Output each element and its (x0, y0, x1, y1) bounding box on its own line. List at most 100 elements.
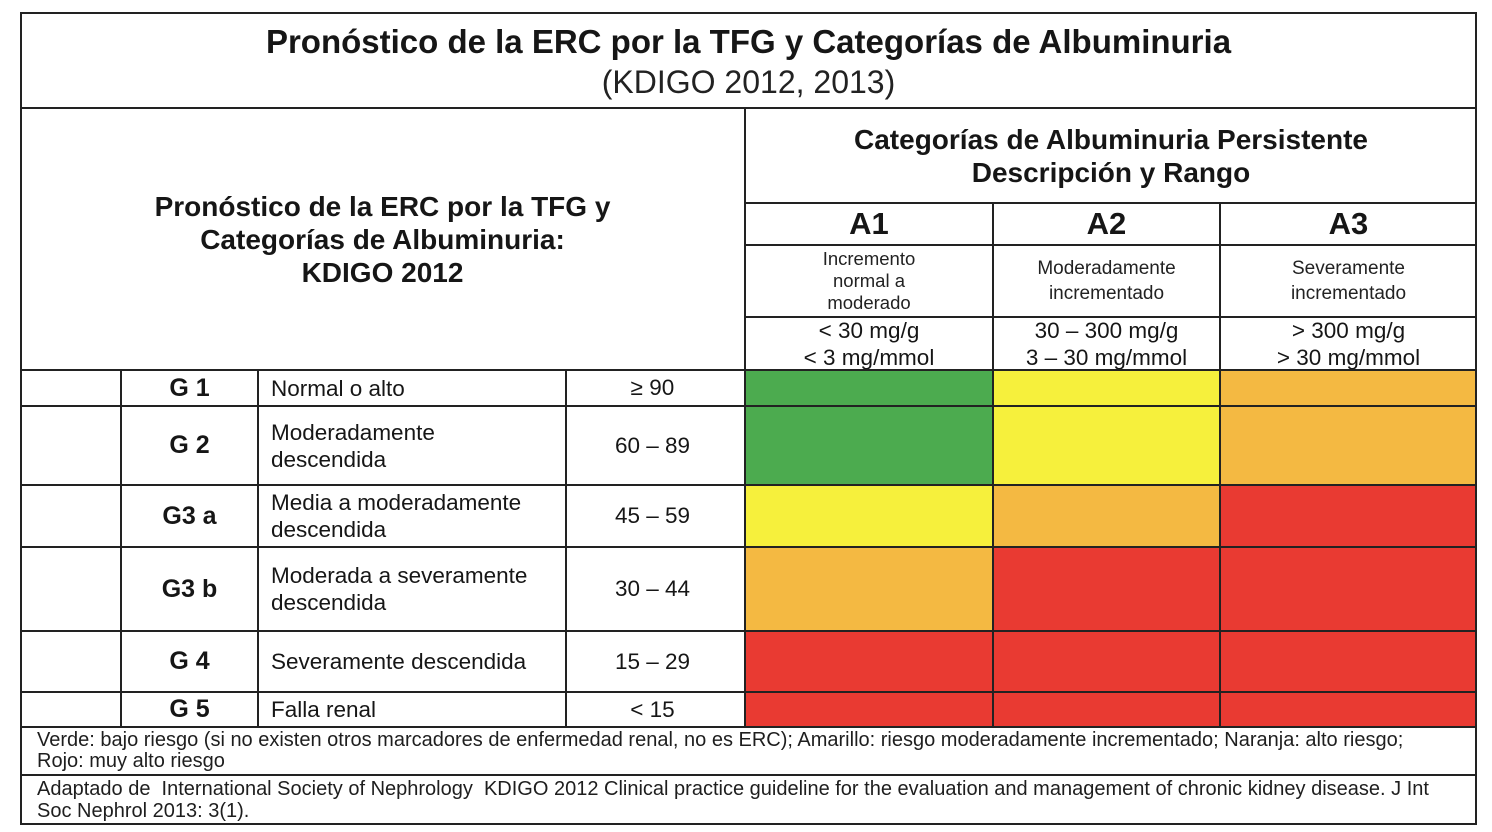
risk-cell-g2-a3 (1220, 406, 1477, 485)
gfr-grade: G 5 (169, 695, 210, 723)
gfr-description: Falla renal (258, 692, 566, 727)
gfr-range: 30 – 44 (614, 576, 691, 601)
risk-cell-g5-a2 (993, 692, 1220, 727)
grid-line (992, 203, 994, 727)
range-line: 3 – 30 mg/mmol (1025, 344, 1188, 370)
gfr-grade: G 4 (169, 647, 210, 675)
gfr-description: Moderadamente descendida (258, 406, 566, 485)
gfr-range: 15 – 29 (614, 648, 691, 674)
description-line: descendida (271, 590, 387, 615)
description-line: Normal o alto (271, 375, 405, 401)
albuminuria-range-a1: < 30 mg/g < 3 mg/mmol (745, 317, 993, 370)
citation-line: Adaptado de International Society of Nep… (37, 778, 1429, 800)
description-line: Moderadamente (1037, 258, 1176, 279)
description-line: descendida (271, 446, 387, 472)
grid-line (20, 726, 1477, 728)
description-line: incrementado (1048, 283, 1165, 304)
description-line: Media a moderadamente (271, 490, 522, 515)
risk-cell-g1-a1 (745, 370, 993, 406)
albuminuria-description-a1: Incremento normal a moderado (745, 245, 993, 317)
risk-cell-g3a-a3 (1220, 485, 1477, 547)
grid-line (1219, 203, 1221, 727)
grid-line (120, 370, 122, 727)
grid-line (20, 691, 1477, 693)
gfr-description: Media a moderadamente descendida (258, 485, 566, 547)
grid-line (565, 370, 567, 727)
grid-line (20, 774, 1477, 776)
grid-line (20, 630, 1477, 632)
grid-line (745, 202, 1477, 204)
risk-cell-g5-a3 (1220, 692, 1477, 727)
table-title: Pronóstico de la ERC por la TFG y Catego… (265, 23, 1232, 60)
grid-line (20, 546, 1477, 548)
description-line: Severamente descendida (271, 649, 527, 674)
description-line: Falla renal (271, 697, 377, 722)
albuminuria-header: Categorías de Albuminuria Persistente De… (745, 108, 1477, 203)
grid-line (20, 405, 1477, 407)
albuminuria-code-a3: A3 (1328, 206, 1369, 241)
gfr-range: < 15 (630, 696, 675, 722)
albuminuria-code-a1: A1 (849, 206, 889, 241)
source-citation: Adaptado de International Society of Nep… (20, 775, 1477, 825)
description-line: Moderadamente (271, 419, 435, 445)
title-block: Pronóstico de la ERC por la TFG y Catego… (20, 12, 1477, 108)
description-line: normal a (833, 270, 905, 291)
albuminuria-header-line: Categorías de Albuminuria Persistente (854, 123, 1368, 155)
risk-cell-g3b-a2 (993, 547, 1220, 631)
grid-line (20, 369, 1477, 371)
grid-line (745, 316, 1477, 318)
legend-line: Rojo: muy alto riesgo (37, 750, 225, 772)
gfr-description: Moderada a severamente descendida (258, 547, 566, 631)
description-line: Severamente (1291, 258, 1405, 279)
gfr-grade: G3 a (162, 501, 217, 530)
description-line: descendida (271, 517, 387, 542)
grid-line (745, 244, 1477, 246)
albuminuria-range-a2: 30 – 300 mg/g 3 – 30 mg/mmol (993, 317, 1220, 370)
prognosis-header-line: Pronóstico de la ERC por la TFG y (154, 190, 611, 222)
gfr-range: ≥ 90 (630, 375, 675, 400)
risk-cell-g3a-a1 (745, 485, 993, 547)
range-line: 30 – 300 mg/g (1034, 317, 1179, 343)
gfr-grade: G 1 (169, 373, 210, 402)
grid-line (20, 107, 1477, 109)
gfr-range: 45 – 59 (614, 503, 691, 528)
albuminuria-description-a3: Severamente incrementado (1220, 245, 1477, 317)
range-line: < 30 mg/g (818, 317, 920, 343)
risk-cell-g1-a2 (993, 370, 1220, 406)
risk-cell-g3a-a2 (993, 485, 1220, 547)
risk-cell-g5-a1 (745, 692, 993, 727)
prognosis-header-line: Categorías de Albuminuria: (200, 223, 565, 255)
range-line: > 300 mg/g (1291, 317, 1406, 343)
grid-line (257, 370, 259, 727)
albuminuria-range-a3: > 300 mg/g > 30 mg/mmol (1220, 317, 1477, 370)
range-line: < 3 mg/mmol (803, 344, 935, 370)
table-subtitle: (KDIGO 2012, 2013) (601, 64, 896, 100)
albuminuria-header-line: Descripción y Rango (971, 156, 1251, 188)
gfr-grade: G 2 (169, 431, 210, 459)
gfr-description: Severamente descendida (258, 631, 566, 692)
range-line: > 30 mg/mmol (1276, 344, 1421, 370)
description-line: incrementado (1290, 283, 1407, 304)
description-line: moderado (827, 292, 911, 313)
color-legend-note: Verde: bajo riesgo (si no existen otros … (20, 727, 1477, 775)
albuminuria-description-a2: Moderadamente incrementado (993, 245, 1220, 317)
risk-cell-g4-a2 (993, 631, 1220, 692)
table-border (20, 12, 1477, 825)
gfr-description: Normal o alto (258, 370, 566, 406)
grid-line (20, 484, 1477, 486)
citation-line: Soc Nephrol 2013: 3(1). (37, 800, 250, 822)
grid-line (744, 108, 746, 727)
risk-cell-g2-a2 (993, 406, 1220, 485)
risk-cell-g4-a1 (745, 631, 993, 692)
legend-line: Verde: bajo riesgo (si no existen otros … (37, 729, 1404, 751)
risk-cell-g3b-a3 (1220, 547, 1477, 631)
risk-cell-g1-a3 (1220, 370, 1477, 406)
albuminuria-code-a2: A2 (1086, 206, 1127, 241)
risk-cell-g4-a3 (1220, 631, 1477, 692)
prognosis-header-line: KDIGO 2012 (301, 256, 464, 288)
description-line: Moderada a severamente (271, 563, 528, 588)
risk-cell-g3b-a1 (745, 547, 993, 631)
risk-cell-g2-a1 (745, 406, 993, 485)
prognosis-header: Pronóstico de la ERC por la TFG y Catego… (20, 108, 745, 370)
